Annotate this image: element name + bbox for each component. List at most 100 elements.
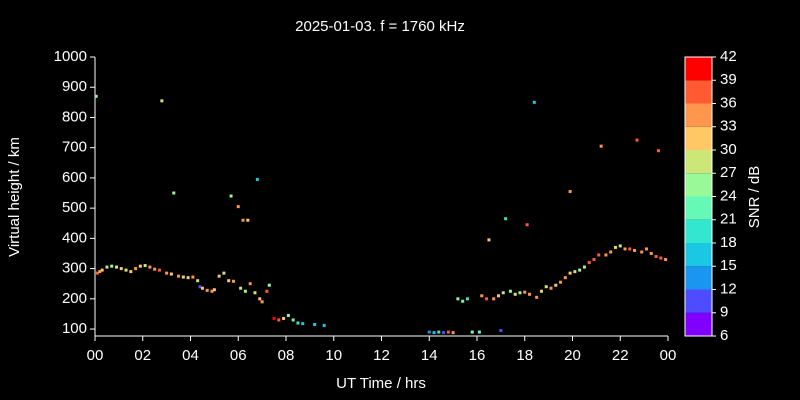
echo-point	[246, 218, 250, 222]
echo-point	[645, 247, 649, 251]
y-tick-label: 500	[62, 199, 87, 216]
y-tick-label: 800	[62, 108, 87, 125]
echo-point	[628, 247, 632, 251]
colorbar-swatch	[685, 196, 712, 220]
colorbar-tick-label: 24	[720, 187, 737, 204]
colorbar-tick-label: 27	[720, 164, 737, 181]
echo-point	[157, 268, 161, 272]
echo-point	[563, 276, 567, 280]
echo-point	[446, 330, 450, 334]
echo-point	[95, 271, 99, 275]
echo-point	[196, 279, 200, 283]
colorbar-swatch	[685, 266, 712, 290]
echo-point	[134, 267, 138, 271]
echo-point	[523, 290, 527, 294]
echo-point	[633, 248, 637, 252]
echo-point	[532, 100, 536, 104]
x-tick-label: 08	[278, 347, 295, 364]
echo-point	[119, 267, 123, 271]
echo-point	[148, 265, 152, 269]
echo-point	[160, 99, 164, 103]
echo-point	[227, 279, 231, 283]
echo-point	[539, 289, 543, 293]
echo-point	[613, 245, 617, 249]
echo-point	[272, 316, 276, 320]
echo-point	[301, 322, 305, 326]
echo-point	[186, 276, 190, 280]
echo-point	[265, 289, 269, 293]
colorbar-swatch	[685, 80, 712, 104]
colorbar-swatch	[685, 57, 712, 81]
y-tick-label: 900	[62, 78, 87, 95]
echo-point	[623, 247, 627, 251]
echo-point	[258, 297, 262, 301]
echo-point	[114, 265, 118, 269]
x-tick-label: 22	[612, 347, 629, 364]
x-tick-label: 20	[564, 347, 581, 364]
echo-point	[165, 271, 169, 275]
echo-point	[592, 258, 596, 262]
echo-point	[286, 313, 290, 317]
echo-point	[129, 270, 133, 274]
echo-point	[609, 250, 613, 254]
echo-point	[499, 329, 503, 333]
echo-point	[177, 274, 181, 278]
echo-point	[181, 275, 185, 279]
echo-point	[205, 288, 209, 292]
echo-point	[432, 331, 436, 335]
echo-point	[94, 94, 98, 98]
echo-point	[243, 289, 247, 293]
echo-point	[236, 205, 240, 209]
echo-point	[153, 267, 157, 271]
echo-point	[496, 294, 500, 298]
echo-point	[649, 251, 653, 255]
echo-point	[604, 253, 608, 257]
x-tick-label: 00	[87, 347, 104, 364]
echo-point	[640, 250, 644, 254]
echo-point	[210, 289, 214, 293]
echo-point	[124, 268, 128, 272]
echo-point	[477, 330, 481, 334]
echo-point	[599, 144, 603, 148]
chart-title: 2025-01-03. f = 1760 kHz	[295, 18, 465, 35]
echo-point	[513, 292, 517, 296]
echo-point	[172, 191, 176, 195]
echo-point	[654, 255, 658, 259]
echo-point	[231, 279, 235, 283]
echo-point	[100, 268, 104, 272]
x-tick-label: 04	[182, 347, 199, 364]
x-tick-label: 06	[230, 347, 247, 364]
y-tick-label: 400	[62, 229, 87, 246]
colorbar-swatch	[685, 103, 712, 127]
echo-point	[656, 149, 660, 153]
x-tick-label: 00	[660, 347, 677, 364]
echo-point	[635, 138, 639, 142]
y-tick-label: 100	[62, 320, 87, 337]
echo-point	[508, 289, 512, 293]
colorbar-swatch	[685, 126, 712, 150]
echo-point	[277, 318, 281, 322]
y-tick-label: 600	[62, 169, 87, 186]
y-tick-label: 300	[62, 260, 87, 277]
colorbar-swatch	[685, 219, 712, 243]
echo-point	[291, 318, 295, 322]
echo-point	[492, 297, 496, 301]
echo-point	[260, 300, 264, 304]
echo-point	[582, 265, 586, 269]
echo-point	[554, 283, 558, 287]
echo-point	[200, 286, 204, 290]
echo-point	[544, 285, 548, 289]
colorbar-swatch	[685, 289, 712, 313]
colorbar-tick-label: 36	[720, 94, 737, 111]
echo-point	[239, 286, 243, 290]
echo-point	[217, 274, 221, 278]
echo-point	[549, 286, 553, 290]
echo-point	[501, 291, 505, 295]
x-tick-label: 14	[421, 347, 438, 364]
echo-point	[518, 291, 522, 295]
colorbar-tick-label: 30	[720, 141, 737, 158]
echo-point	[451, 331, 455, 335]
colorbar-tick-label: 15	[720, 257, 737, 274]
echo-point	[597, 253, 601, 257]
